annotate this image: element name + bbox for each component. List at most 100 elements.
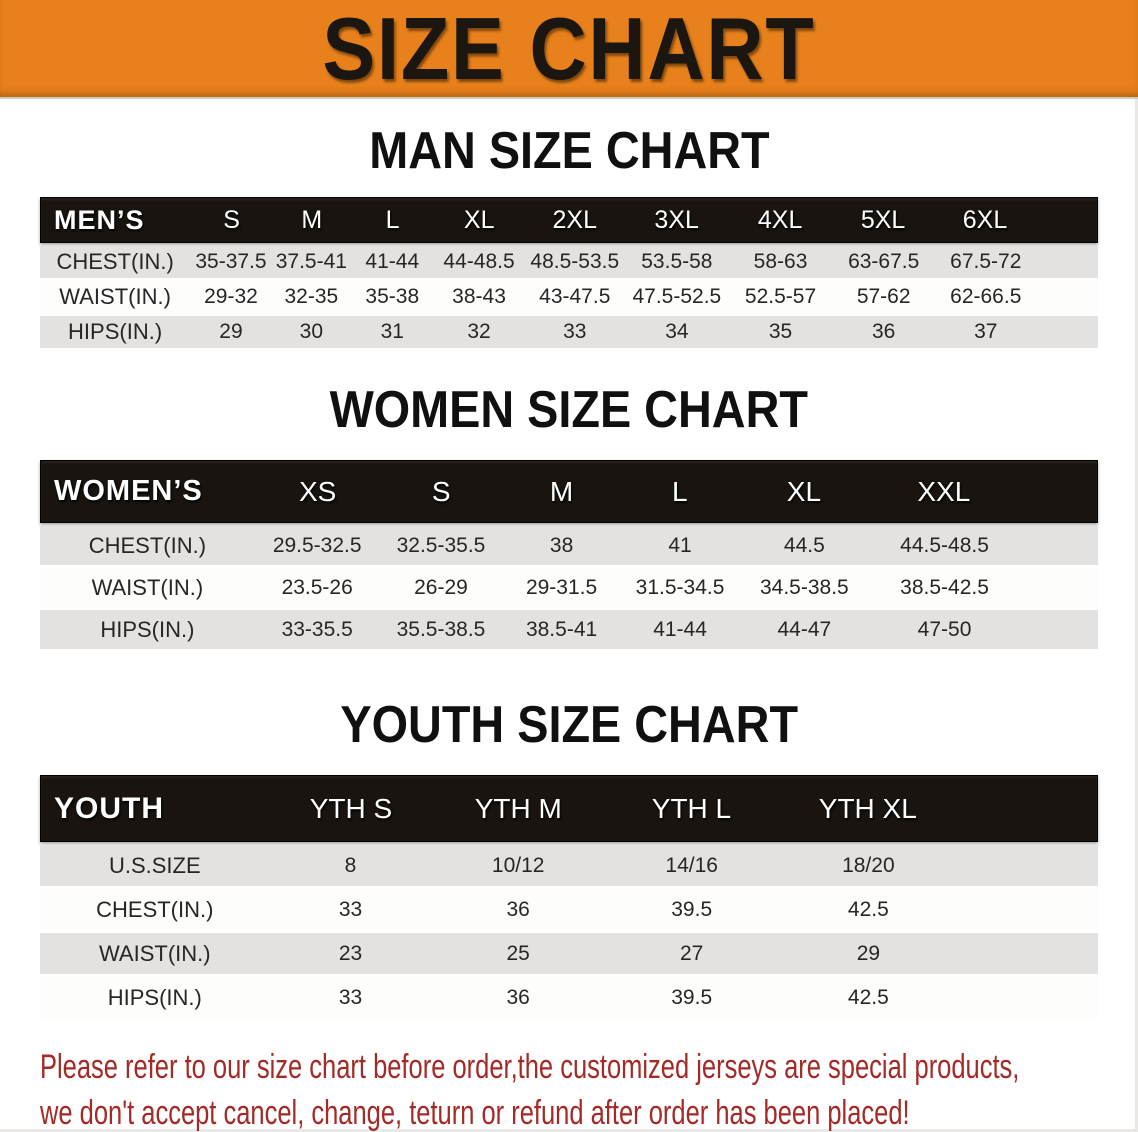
size-column-header: 3XL — [654, 205, 699, 234]
row-label: CHEST(IN.) — [88, 532, 207, 558]
table-row: CHEST(IN.) 33 36 39.5 42.5 — [40, 889, 1098, 930]
row-label: HIPS(IN.) — [100, 616, 195, 642]
size-value-cell: 33 — [338, 897, 363, 921]
size-value-cell: 8 — [344, 853, 357, 877]
women-size-table: WOMEN’S XS S M L XL XXL CHEST(IN.) 29.5-32.5 32.5… — [40, 460, 1098, 649]
size-column-header: L — [672, 475, 688, 507]
size-value-cell: 10/12 — [491, 853, 545, 877]
size-value-cell: 42.5 — [847, 897, 889, 921]
size-column-header: L — [385, 205, 400, 234]
size-value-cell: 44.5 — [783, 533, 825, 557]
size-value-cell: 35.5-38.5 — [396, 617, 486, 641]
size-value-cell: 29 — [219, 320, 243, 343]
size-value-cell: 26-29 — [414, 575, 468, 599]
row-label: U.S.SIZE — [108, 852, 201, 878]
size-value-cell: 14/16 — [665, 853, 718, 877]
size-value-cell: 39.5 — [671, 985, 713, 1009]
size-value-cell: 41-44 — [653, 617, 707, 641]
size-value-cell: 36 — [506, 985, 530, 1009]
size-value-cell: 43-47.5 — [539, 285, 611, 308]
row-label: HIPS(IN.) — [107, 984, 202, 1010]
men-section-heading: MAN SIZE CHART — [0, 125, 1138, 177]
size-value-cell: 41 — [668, 533, 692, 557]
size-value-cell: 44-48.5 — [443, 250, 515, 273]
section-women: WOMEN SIZE CHART WOMEN’S XS S M L XL XXL CHEST(… — [0, 384, 1138, 649]
table-label: WOMEN’S — [54, 475, 203, 507]
size-value-cell: 42.5 — [847, 985, 889, 1009]
size-value-cell: 18/20 — [842, 853, 895, 877]
size-column-header: XXL — [917, 475, 971, 507]
size-value-cell: 52.5-57 — [744, 285, 817, 308]
row-label: WAIST(IN.) — [98, 940, 211, 966]
size-value-cell: 41-44 — [365, 250, 420, 273]
size-column-header: XL — [786, 475, 822, 507]
disclaimer-line-2: we don't accept cancel, change, teturn o… — [40, 1094, 910, 1132]
size-value-cell: 23 — [338, 941, 363, 965]
spacer-cell — [1019, 461, 1097, 522]
size-value-cell: 44-47 — [777, 617, 832, 641]
size-value-cell: 37.5-41 — [275, 250, 347, 273]
table-header-row: YOUTH YTH S YTH M YTH L YTH XL — [40, 775, 1098, 842]
size-value-cell: 38.5-42.5 — [900, 575, 989, 599]
table-label: MEN’S — [54, 204, 145, 235]
section-youth: YOUTH SIZE CHART YOUTH YTH S YTH M YTH L YTH… — [0, 699, 1138, 1018]
size-column-header: 6XL — [962, 205, 1008, 234]
size-value-cell: 36 — [506, 897, 530, 921]
size-value-cell: 33-35.5 — [281, 617, 353, 641]
size-column-header: 4XL — [757, 205, 803, 234]
size-value-cell: 29.5-32.5 — [272, 533, 362, 557]
size-column-header: 2XL — [552, 205, 597, 234]
size-value-cell: 32.5-35.5 — [396, 533, 486, 557]
size-value-cell: 29 — [856, 941, 881, 965]
size-value-cell: 47.5-52.5 — [632, 285, 722, 308]
size-value-cell: 35-38 — [365, 285, 420, 308]
table-row: U.S.SIZE 8 10/12 14/16 18/20 — [40, 845, 1098, 886]
size-value-cell: 29-31.5 — [525, 575, 598, 599]
spacer-cell — [958, 776, 1097, 841]
women-section-heading-text: WOMEN SIZE CHART — [329, 381, 809, 439]
spacer-cell — [1037, 281, 1098, 313]
size-value-cell: 31.5-34.5 — [635, 575, 725, 599]
size-value-cell: 33 — [338, 985, 363, 1009]
size-value-cell: 30 — [299, 320, 324, 343]
banner: SIZE CHART — [0, 0, 1138, 99]
size-column-header: 5XL — [860, 205, 906, 234]
section-men: MAN SIZE CHART MEN’S S M L XL 2XL 3XL 4XL 5XL 6XL… — [0, 125, 1138, 348]
disclaimer-line-1: Please refer to our size chart before or… — [40, 1048, 1020, 1086]
size-value-cell: 33 — [563, 320, 587, 343]
size-value-cell: 37 — [974, 320, 998, 343]
table-label: YOUTH — [54, 791, 164, 825]
size-value-cell: 57-62 — [856, 285, 911, 308]
size-value-cell: 35-37.5 — [195, 250, 267, 273]
row-label: CHEST(IN.) — [96, 896, 214, 922]
spacer-cell — [1020, 610, 1098, 649]
size-value-cell: 48.5-53.5 — [530, 250, 620, 273]
size-column-header: XS — [298, 475, 337, 507]
size-value-cell: 38 — [549, 533, 574, 557]
size-value-cell: 67.5-72 — [950, 250, 1022, 273]
size-value-cell: 27 — [680, 941, 704, 965]
row-label: HIPS(IN.) — [68, 319, 163, 344]
table-row: WAIST(IN.) 23.5-26 26-29 29-31.5 31.5-34.5 34… — [40, 568, 1098, 607]
size-value-cell: 29-32 — [204, 285, 258, 308]
size-column-header: S — [431, 475, 451, 507]
size-column-header: YTH S — [309, 792, 393, 824]
size-value-cell: 35 — [768, 320, 793, 343]
spacer-cell — [1020, 568, 1098, 607]
youth-section-heading: YOUTH SIZE CHART — [0, 699, 1138, 751]
size-value-cell: 34 — [665, 320, 689, 343]
size-value-cell: 34.5-38.5 — [759, 575, 849, 599]
size-column-header: S — [223, 205, 240, 234]
table-row: WAIST(IN.) 23 25 27 29 — [40, 933, 1098, 974]
spacer-cell — [1037, 316, 1098, 348]
table-row: WAIST(IN.) 29-32 32-35 35-38 38-43 43-47.5 47.… — [40, 281, 1098, 313]
size-value-cell: 47-50 — [917, 617, 972, 641]
women-section-heading: WOMEN SIZE CHART — [0, 384, 1138, 436]
size-value-cell: 23.5-26 — [281, 575, 353, 599]
spacer-cell — [1037, 246, 1098, 278]
size-value-cell: 63-67.5 — [848, 250, 920, 273]
size-value-cell: 25 — [506, 941, 530, 965]
disclaimer: Please refer to our size chart before or… — [40, 1044, 1138, 1132]
table-row: CHEST(IN.) 35-37.5 37.5-41 41-44 44-48.5 48.5… — [40, 246, 1098, 278]
